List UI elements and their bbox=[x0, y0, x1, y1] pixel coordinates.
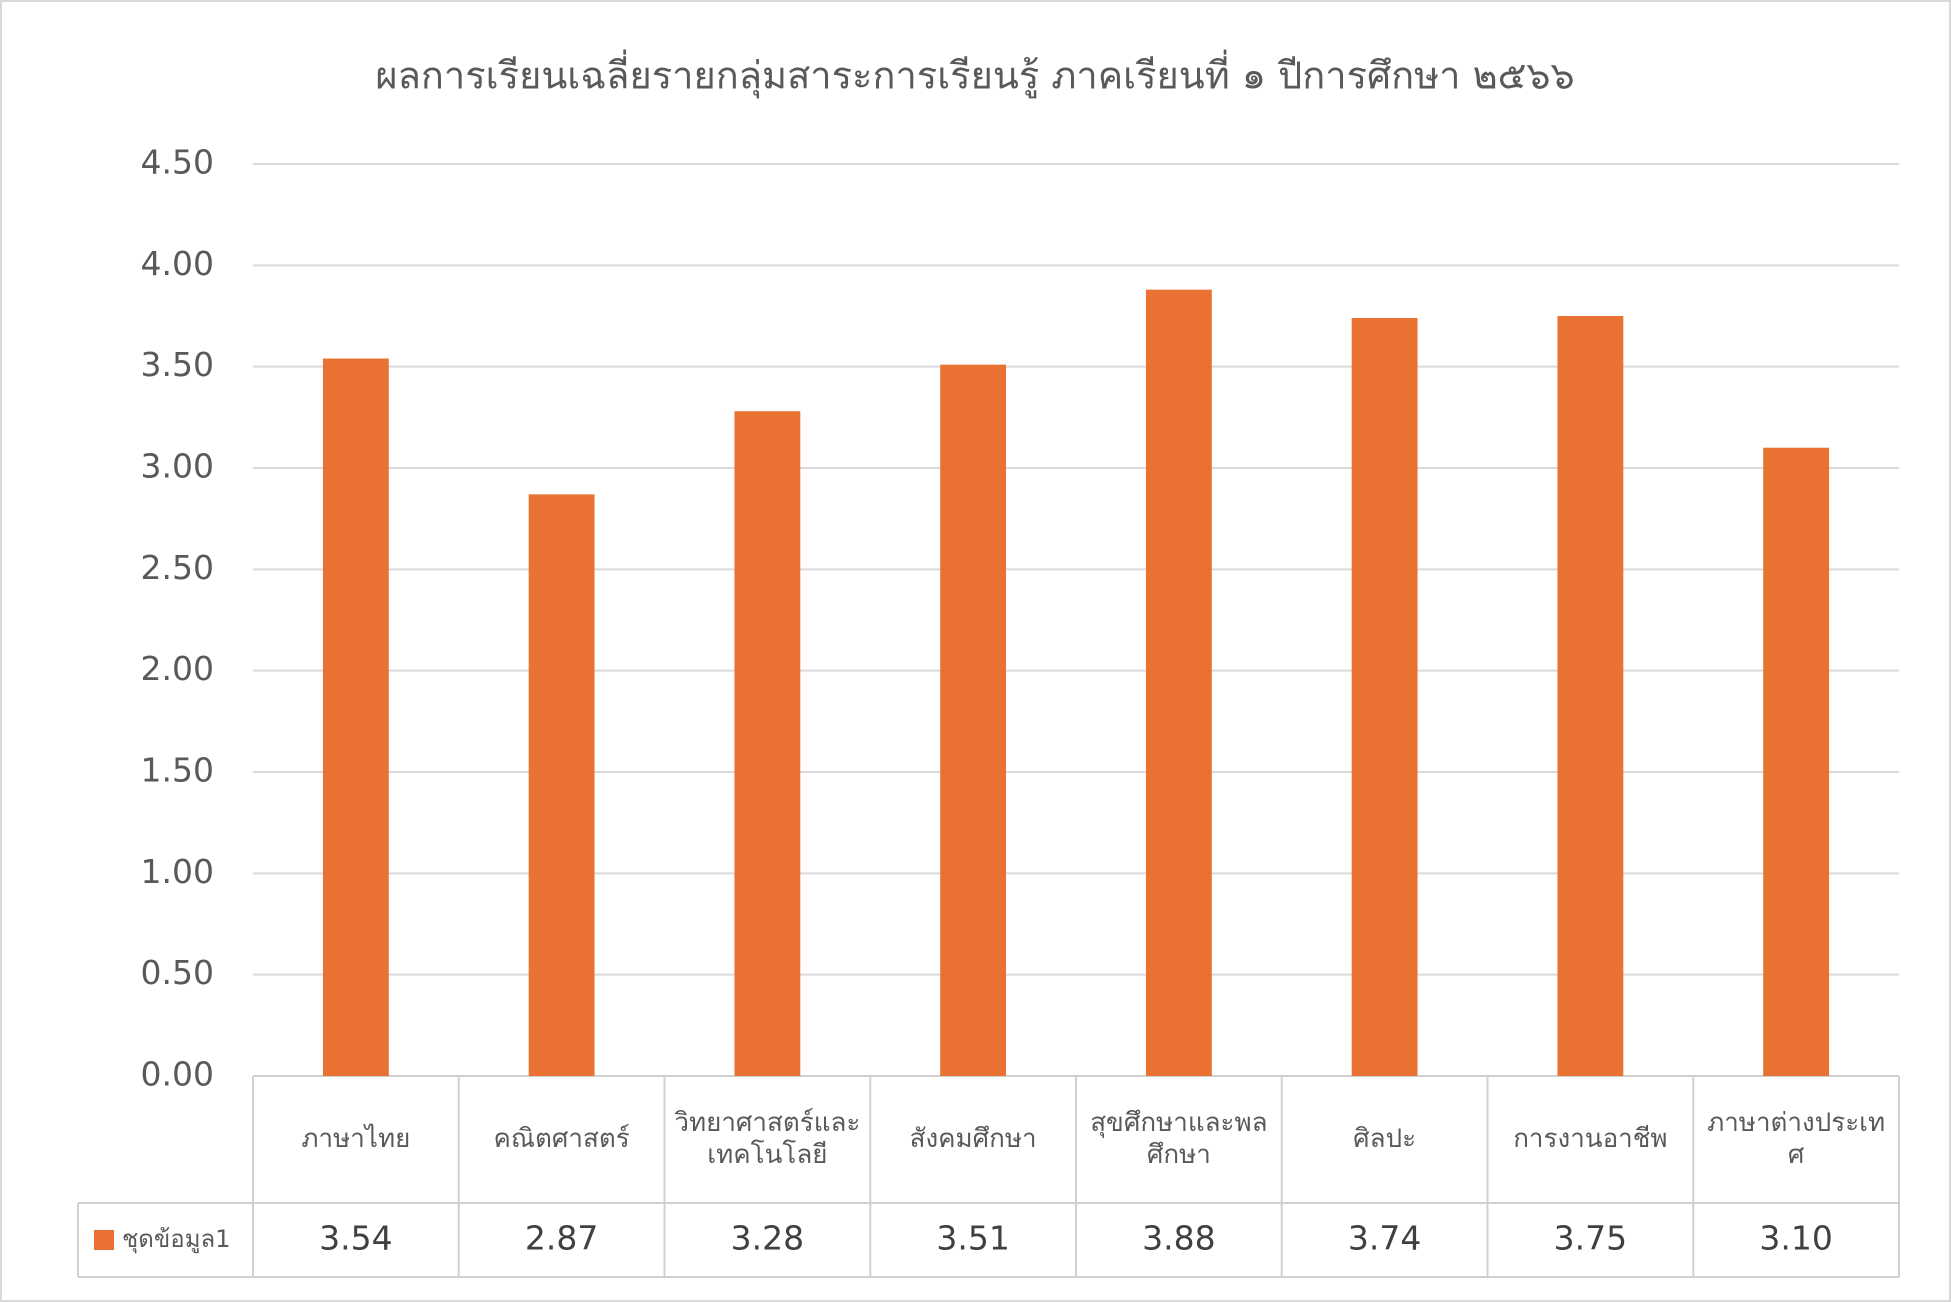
legend-label: ชุดข้อมูล1 bbox=[122, 1225, 231, 1254]
value-label: 2.87 bbox=[525, 1219, 598, 1258]
x-tick-label: ศิลปะ bbox=[1353, 1123, 1417, 1154]
bar bbox=[1145, 289, 1212, 1076]
y-tick-label: 3.50 bbox=[141, 345, 214, 384]
value-label: 3.54 bbox=[319, 1219, 392, 1258]
y-tick-label: 4.50 bbox=[141, 143, 214, 182]
x-tick-label: สังคมศึกษา bbox=[909, 1123, 1037, 1154]
legend-swatch bbox=[94, 1230, 114, 1250]
bar bbox=[1351, 318, 1418, 1076]
value-label: 3.75 bbox=[1554, 1219, 1627, 1258]
bar bbox=[734, 411, 801, 1077]
value-label: 3.10 bbox=[1759, 1219, 1832, 1258]
bar bbox=[528, 494, 595, 1076]
x-tick-label: ภาษาต่างประเทศ bbox=[1707, 1108, 1886, 1170]
y-tick-label: 1.50 bbox=[141, 751, 214, 790]
x-tick-label: การงานอาชีพ bbox=[1513, 1123, 1668, 1154]
value-label: 3.28 bbox=[731, 1219, 804, 1258]
value-label: 3.88 bbox=[1142, 1219, 1215, 1258]
chart-title: ผลการเรียนเฉลี่ยรายกลุ่มสาระการเรียนรู้ … bbox=[375, 50, 1574, 99]
bar bbox=[1763, 447, 1830, 1076]
y-tick-label: 3.00 bbox=[141, 447, 214, 486]
value-label: 3.51 bbox=[936, 1219, 1009, 1258]
bar bbox=[322, 358, 389, 1076]
y-tick-label: 0.00 bbox=[141, 1055, 214, 1094]
value-label: 3.74 bbox=[1348, 1219, 1421, 1258]
y-tick-label: 1.00 bbox=[141, 852, 214, 891]
x-tick-label: สุขศึกษาและพลศึกษา bbox=[1090, 1108, 1268, 1170]
bar bbox=[940, 364, 1007, 1076]
bar bbox=[1557, 316, 1624, 1076]
y-tick-label: 2.00 bbox=[141, 649, 214, 688]
x-tick-label: วิทยาศาสตร์และเทคโนโลยี bbox=[674, 1108, 861, 1170]
y-tick-label: 0.50 bbox=[141, 953, 214, 992]
x-tick-label: ภาษาไทย bbox=[301, 1123, 411, 1154]
y-tick-label: 2.50 bbox=[141, 548, 214, 587]
x-tick-label: คณิตศาสตร์ bbox=[493, 1123, 630, 1154]
y-tick-label: 4.00 bbox=[141, 244, 214, 283]
